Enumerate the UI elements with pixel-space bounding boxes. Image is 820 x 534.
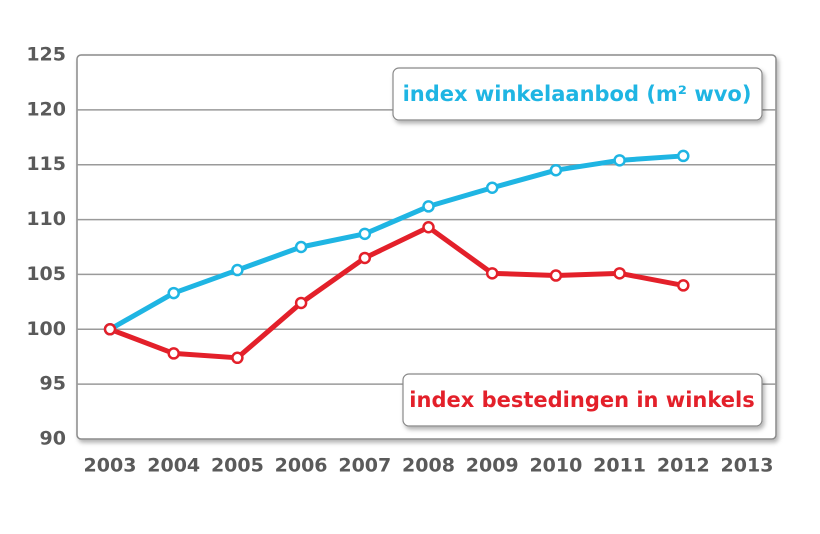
lines	[103, 149, 690, 365]
legend-label: index bestedingen in winkels	[409, 388, 754, 412]
point	[294, 296, 308, 310]
y-tick-label: 125	[26, 44, 66, 66]
point	[103, 323, 117, 336]
x-tick-label: 2004	[147, 455, 200, 477]
point	[422, 200, 435, 213]
point	[167, 347, 180, 360]
legend-box	[402, 373, 763, 427]
point	[358, 251, 372, 265]
x-tick-label: 2008	[402, 455, 455, 477]
point	[422, 221, 435, 234]
y-tick-label: 110	[26, 208, 66, 230]
x-tick-label: 2009	[466, 455, 519, 477]
point	[677, 149, 690, 163]
x-tick-label: 2010	[529, 455, 582, 477]
point	[358, 227, 372, 241]
point	[485, 267, 499, 280]
point	[549, 163, 563, 177]
x-tick-label: 2003	[84, 455, 137, 477]
x-tick-label: 2012	[657, 455, 710, 477]
point	[485, 181, 499, 195]
legend-aanbod: index winkelaanbod (m² wvo)	[392, 67, 763, 121]
legend-bestedingen: index bestedingen in winkels	[402, 373, 763, 427]
x-tick-label: 2006	[275, 455, 328, 477]
point	[549, 269, 563, 282]
point	[613, 154, 626, 167]
y-tick-label: 100	[26, 318, 66, 340]
series-line	[108, 153, 684, 332]
point	[677, 279, 690, 292]
x-tick-label: 2005	[211, 455, 264, 477]
y-tick-label: 95	[40, 373, 66, 395]
y-tick-label: 120	[26, 98, 66, 120]
point	[167, 286, 180, 300]
y-tick-label: 115	[26, 153, 66, 175]
point	[231, 263, 244, 277]
point	[294, 240, 308, 254]
x-tick-label: 2013	[721, 455, 774, 477]
legend-label: index winkelaanbod (m² wvo)	[403, 82, 752, 106]
x-tick-label: 2007	[338, 455, 391, 477]
legend-box	[392, 67, 763, 121]
point	[613, 267, 626, 280]
y-tick-label: 90	[40, 428, 66, 450]
x-tick-label: 2011	[593, 455, 646, 477]
series-line	[109, 224, 684, 361]
point	[231, 351, 244, 365]
y-tick-label: 105	[26, 263, 66, 285]
